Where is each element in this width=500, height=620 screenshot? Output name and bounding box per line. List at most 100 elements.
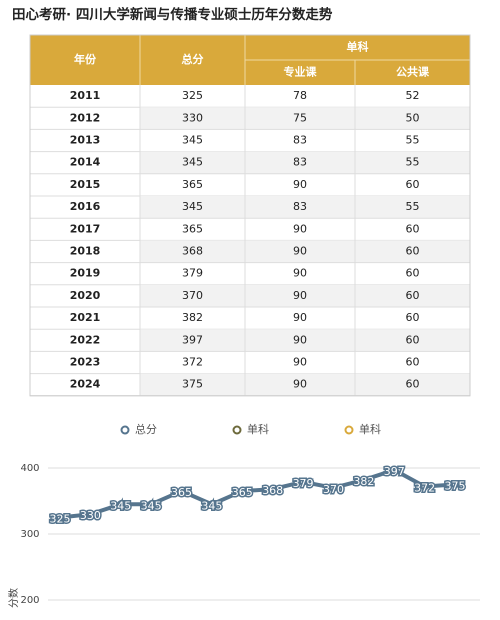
table-cell: 90 bbox=[293, 267, 307, 280]
table-cell: 90 bbox=[293, 289, 307, 302]
legend-label: 总分 bbox=[135, 422, 157, 436]
table-cell: 2011 bbox=[70, 89, 101, 102]
y-axis-label: 分数 bbox=[7, 588, 20, 608]
point bbox=[420, 482, 429, 491]
header-cell: 年份 bbox=[74, 52, 97, 66]
row-shade bbox=[140, 373, 470, 396]
table-cell: 2014 bbox=[70, 156, 101, 169]
table-cell: 2018 bbox=[70, 245, 101, 258]
table-cell: 60 bbox=[406, 222, 420, 235]
point bbox=[268, 485, 277, 494]
point bbox=[390, 465, 399, 474]
table-cell: 2024 bbox=[70, 378, 101, 391]
table-cell: 60 bbox=[406, 333, 420, 346]
table-cell: 370 bbox=[182, 289, 203, 302]
point bbox=[147, 500, 156, 509]
table-cell: 83 bbox=[293, 200, 307, 213]
point bbox=[238, 487, 247, 496]
row-shade bbox=[140, 107, 470, 130]
point bbox=[116, 500, 125, 509]
table-cell: 52 bbox=[406, 89, 420, 102]
table-cell: 90 bbox=[293, 311, 307, 324]
table-cell: 365 bbox=[182, 222, 203, 235]
table-cell: 90 bbox=[293, 178, 307, 191]
point bbox=[56, 513, 64, 522]
table-cell: 90 bbox=[293, 222, 307, 235]
table-cell: 60 bbox=[406, 245, 420, 258]
point bbox=[359, 475, 368, 484]
table-cell: 60 bbox=[406, 178, 420, 191]
table-cell: 2016 bbox=[70, 200, 101, 213]
table-cell: 2021 bbox=[70, 311, 101, 324]
table-cell: 2013 bbox=[70, 134, 101, 147]
table-cell: 55 bbox=[406, 200, 420, 213]
row-shade bbox=[140, 329, 470, 352]
row-shade bbox=[140, 151, 470, 174]
data-label: 382 bbox=[353, 475, 374, 488]
point bbox=[177, 487, 186, 496]
data-label: 375 bbox=[445, 480, 466, 493]
table-cell: 345 bbox=[182, 134, 203, 147]
table-cell: 50 bbox=[406, 111, 420, 124]
data-label: 345 bbox=[141, 499, 162, 512]
point bbox=[86, 510, 95, 519]
data-label: 345 bbox=[201, 499, 222, 512]
legend-marker bbox=[120, 425, 130, 435]
table-cell: 60 bbox=[406, 378, 420, 391]
header-cell: 单科 bbox=[347, 40, 369, 54]
table-cell: 368 bbox=[182, 245, 203, 258]
table-cell: 83 bbox=[293, 134, 307, 147]
table-cell: 397 bbox=[182, 333, 203, 346]
row-shade bbox=[140, 196, 470, 219]
table-cell: 345 bbox=[182, 156, 203, 169]
legend-marker bbox=[344, 425, 354, 435]
table-cell: 372 bbox=[182, 356, 203, 369]
table-cell: 60 bbox=[406, 267, 420, 280]
data-label: 345 bbox=[110, 499, 131, 512]
data-label: 365 bbox=[232, 486, 253, 499]
table-cell: 382 bbox=[182, 311, 203, 324]
table-cell: 90 bbox=[293, 333, 307, 346]
y-tick-label: 300 bbox=[20, 529, 39, 540]
table-cell: 330 bbox=[182, 111, 203, 124]
table-cell: 60 bbox=[406, 356, 420, 369]
header-cell: 公共课 bbox=[396, 65, 430, 79]
row-shade bbox=[140, 240, 470, 263]
data-label: 365 bbox=[171, 486, 192, 499]
point bbox=[451, 480, 459, 489]
legend-label: 单科 bbox=[359, 422, 381, 436]
point bbox=[299, 477, 308, 486]
table-cell: 60 bbox=[406, 289, 420, 302]
y-tick-label: 200 bbox=[20, 595, 39, 606]
data-label: 379 bbox=[293, 477, 314, 490]
table-cell: 379 bbox=[182, 267, 203, 280]
table-cell: 90 bbox=[293, 356, 307, 369]
table-cell: 2023 bbox=[70, 356, 101, 369]
page-title: 田心考研· 四川大学新闻与传播专业硕士历年分数走势 bbox=[12, 6, 333, 23]
y-tick-label: 400 bbox=[20, 463, 39, 474]
table-cell: 2012 bbox=[70, 111, 101, 124]
data-label: 368 bbox=[262, 484, 283, 497]
table-cell: 345 bbox=[182, 200, 203, 213]
data-label: 370 bbox=[323, 483, 344, 496]
data-label: 330 bbox=[80, 509, 101, 522]
point bbox=[207, 500, 216, 509]
table-border bbox=[29, 34, 471, 397]
table-cell: 55 bbox=[406, 134, 420, 147]
table-cell: 60 bbox=[406, 311, 420, 324]
table-cell: 83 bbox=[293, 156, 307, 169]
table-cell: 90 bbox=[293, 378, 307, 391]
table-cell: 2020 bbox=[70, 289, 101, 302]
table-cell: 325 bbox=[182, 89, 203, 102]
point bbox=[329, 483, 338, 492]
table-cell: 2022 bbox=[70, 333, 101, 346]
table-cell: 375 bbox=[182, 378, 203, 391]
data-label: 325 bbox=[50, 513, 71, 526]
table-cell: 90 bbox=[293, 245, 307, 258]
table-cell: 55 bbox=[406, 156, 420, 169]
legend-label: 单科 bbox=[247, 422, 269, 436]
table-cell: 78 bbox=[293, 89, 307, 102]
data-label: 372 bbox=[414, 481, 435, 494]
row-shade bbox=[140, 284, 470, 307]
